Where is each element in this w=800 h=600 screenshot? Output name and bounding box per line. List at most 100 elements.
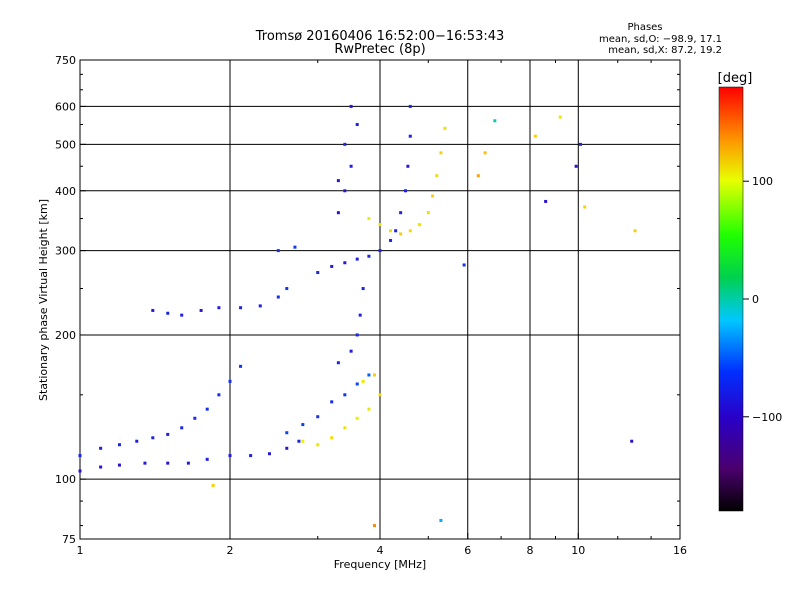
data-point <box>239 306 243 310</box>
data-point <box>399 232 403 236</box>
data-point <box>439 151 443 155</box>
data-point <box>439 518 443 522</box>
data-point <box>349 164 353 168</box>
data-point <box>99 446 103 450</box>
data-point <box>249 454 253 458</box>
data-point <box>358 313 362 317</box>
data-point <box>343 189 347 193</box>
data-point <box>336 361 340 365</box>
data-point <box>583 205 587 209</box>
chart-subtitle: RwPretec (8p) <box>334 42 425 57</box>
data-point <box>389 238 393 242</box>
data-point <box>285 287 289 291</box>
data-point <box>426 211 430 215</box>
colorbar-ticks: 100 0 −100 <box>743 175 782 424</box>
data-point <box>117 443 121 447</box>
y-tick-label: 600 <box>55 100 76 113</box>
phase-box-x-line: mean, sd,X: 87.2, 19.2 <box>608 45 722 56</box>
data-point <box>476 174 480 178</box>
y-tick-label: 200 <box>55 329 76 342</box>
colorbar-label: [deg] <box>718 71 753 86</box>
data-point <box>199 308 203 312</box>
data-point <box>217 393 221 397</box>
x-tick-label: 1 <box>77 544 84 557</box>
colorbar-tick-label: −100 <box>752 411 782 424</box>
data-point <box>408 104 412 108</box>
data-point <box>343 393 347 397</box>
data-point <box>373 373 377 377</box>
data-point <box>205 407 209 411</box>
x-tick-label: 10 <box>571 544 585 557</box>
data-point <box>544 199 548 203</box>
data-point <box>443 126 447 130</box>
data-point <box>285 446 289 450</box>
data-point <box>343 142 347 146</box>
x-axis-ticks: 1 2 4 6 8 10 16 <box>77 60 687 557</box>
data-point <box>417 223 421 227</box>
data-point <box>378 393 382 397</box>
data-point <box>193 416 197 420</box>
phase-box-o-line: mean, sd,O: −98.9, 17.1 <box>599 34 722 45</box>
data-point <box>403 189 407 193</box>
data-point <box>297 439 301 443</box>
data-point <box>361 287 365 291</box>
data-point <box>143 461 147 465</box>
data-point <box>228 379 232 383</box>
data-point <box>205 457 209 461</box>
x-tick-label: 8 <box>527 544 534 557</box>
data-point <box>135 439 139 443</box>
data-point <box>99 465 103 469</box>
data-point <box>389 229 393 233</box>
data-point <box>349 104 353 108</box>
data-point <box>151 308 155 312</box>
chart-title: Tromsø 20160406 16:52:00−16:53:43 <box>255 29 505 44</box>
data-point <box>285 431 289 435</box>
data-point <box>633 229 637 233</box>
y-tick-label: 300 <box>55 245 76 258</box>
data-point <box>78 469 82 473</box>
data-point <box>301 423 305 427</box>
data-point <box>293 245 297 249</box>
data-point <box>343 261 347 265</box>
data-point <box>117 463 121 467</box>
phase-box-title: Phases <box>627 22 662 33</box>
data-point <box>267 452 271 456</box>
data-point <box>166 432 170 436</box>
data-point <box>330 436 334 440</box>
data-point <box>166 461 170 465</box>
data-point <box>483 151 487 155</box>
data-point <box>316 443 320 447</box>
y-axis-ticks: 75 100 200 300 400 500 600 750 <box>55 54 680 546</box>
x-tick-label: 2 <box>227 544 234 557</box>
y-tick-label: 500 <box>55 138 76 151</box>
data-points <box>78 104 637 528</box>
data-point <box>493 119 497 123</box>
data-point <box>180 426 184 430</box>
data-point <box>408 134 412 138</box>
data-point <box>330 400 334 404</box>
data-point <box>349 349 353 353</box>
data-point <box>574 164 578 168</box>
y-tick-label: 400 <box>55 185 76 198</box>
data-point <box>336 179 340 183</box>
data-point <box>361 379 365 383</box>
data-point <box>239 364 243 368</box>
y-tick-label: 75 <box>62 533 76 546</box>
data-point <box>578 142 582 146</box>
x-tick-label: 6 <box>464 544 471 557</box>
data-point <box>355 416 359 420</box>
data-point <box>367 373 371 377</box>
data-point <box>301 439 305 443</box>
data-point <box>166 311 170 315</box>
colorbar-gradient <box>718 86 744 512</box>
data-point <box>151 436 155 440</box>
data-point <box>330 264 334 268</box>
data-point <box>186 461 190 465</box>
data-point <box>367 407 371 411</box>
data-point <box>355 257 359 261</box>
data-point <box>78 454 82 458</box>
data-point <box>316 271 320 275</box>
data-point <box>462 263 466 267</box>
data-point <box>211 483 215 487</box>
